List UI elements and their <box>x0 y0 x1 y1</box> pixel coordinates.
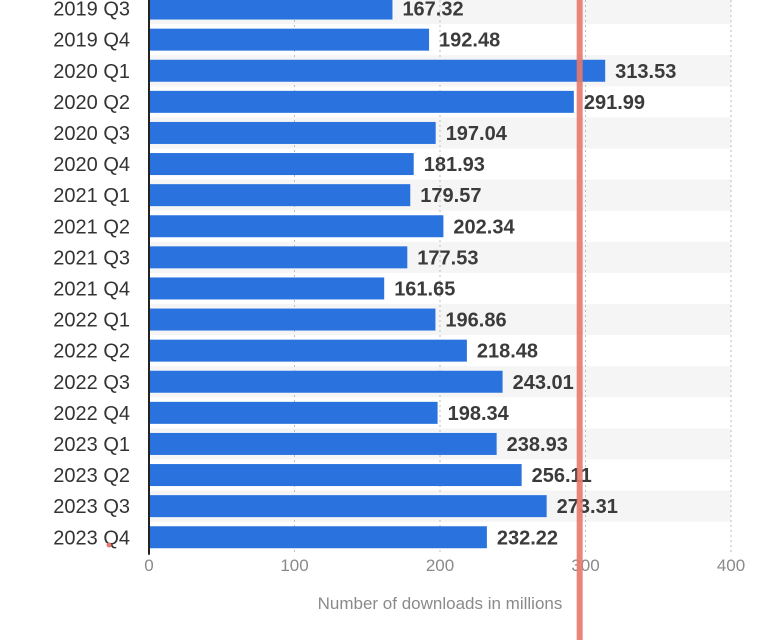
x-tick-label: 400 <box>717 556 745 575</box>
category-label: 2022 Q2 <box>53 341 130 363</box>
value-label: 196.86 <box>445 310 506 332</box>
value-label: 218.48 <box>477 341 538 363</box>
value-label: 256.11 <box>532 465 592 487</box>
category-label: 2022 Q4 <box>53 403 130 425</box>
bar <box>149 464 522 487</box>
bar <box>149 184 411 207</box>
bar <box>149 59 606 82</box>
value-label: 192.48 <box>439 30 500 52</box>
category-label: 2019 Q4 <box>53 30 130 52</box>
value-label: 181.93 <box>424 154 485 176</box>
category-label: 2021 Q4 <box>53 278 130 300</box>
x-axis-title: Number of downloads in millions <box>318 594 563 613</box>
value-label: 167.32 <box>402 0 463 21</box>
category-label: 2022 Q3 <box>53 372 130 394</box>
bar <box>149 0 393 20</box>
value-label: 313.53 <box>615 61 676 83</box>
value-labels: 167.32 192.48 313.53 291.99 197.04 181.93 179.… <box>394 0 676 549</box>
x-tick-labels: 0 100 200 300 400 <box>144 556 745 575</box>
value-label: 238.93 <box>507 434 568 456</box>
value-label: 232.22 <box>497 527 558 549</box>
x-tick-label: 100 <box>280 556 308 575</box>
bar <box>149 401 438 424</box>
bar <box>149 495 547 518</box>
value-label: 197.04 <box>446 123 508 145</box>
value-label: 179.57 <box>420 185 481 207</box>
bar <box>149 339 467 362</box>
bar <box>149 246 408 269</box>
bar <box>149 28 430 51</box>
category-label: 2019 Q3 <box>53 0 130 21</box>
value-label: 243.01 <box>513 372 574 394</box>
grid-lines <box>294 0 732 553</box>
x-tick-label: 0 <box>144 556 153 575</box>
bar <box>149 432 497 455</box>
x-tick-label: 200 <box>426 556 454 575</box>
bar <box>149 121 436 144</box>
annotation-dot <box>106 542 112 548</box>
category-label: 2020 Q2 <box>53 92 130 114</box>
bar <box>149 370 503 393</box>
value-label: 291.99 <box>584 92 645 114</box>
value-label: 273.31 <box>557 496 618 518</box>
bar <box>149 215 444 238</box>
value-label: 177.53 <box>417 247 478 269</box>
category-label: 2023 Q1 <box>53 434 130 456</box>
category-label: 2023 Q3 <box>53 496 130 518</box>
value-label: 198.34 <box>448 403 510 425</box>
value-label: 161.65 <box>394 278 455 300</box>
category-label: 2020 Q4 <box>53 154 130 176</box>
category-labels: 2019 Q3 2019 Q4 2020 Q1 2020 Q2 2020 Q3 2020 … <box>53 0 130 549</box>
bar <box>149 153 414 176</box>
value-label: 202.34 <box>453 216 515 238</box>
bars <box>149 0 606 549</box>
bar <box>149 526 487 549</box>
category-label: 2022 Q1 <box>53 310 130 332</box>
category-label: 2021 Q3 <box>53 247 130 269</box>
bar <box>149 277 385 300</box>
bar <box>149 90 574 113</box>
bar <box>149 308 436 331</box>
category-label: 2023 Q2 <box>53 465 130 487</box>
category-label: 2021 Q2 <box>53 216 130 238</box>
category-label: 2021 Q1 <box>53 185 130 207</box>
x-tick-label: 300 <box>571 556 599 575</box>
category-label: 2023 Q4 <box>53 527 130 549</box>
category-label: 2020 Q1 <box>53 61 130 83</box>
category-label: 2020 Q3 <box>53 123 130 145</box>
